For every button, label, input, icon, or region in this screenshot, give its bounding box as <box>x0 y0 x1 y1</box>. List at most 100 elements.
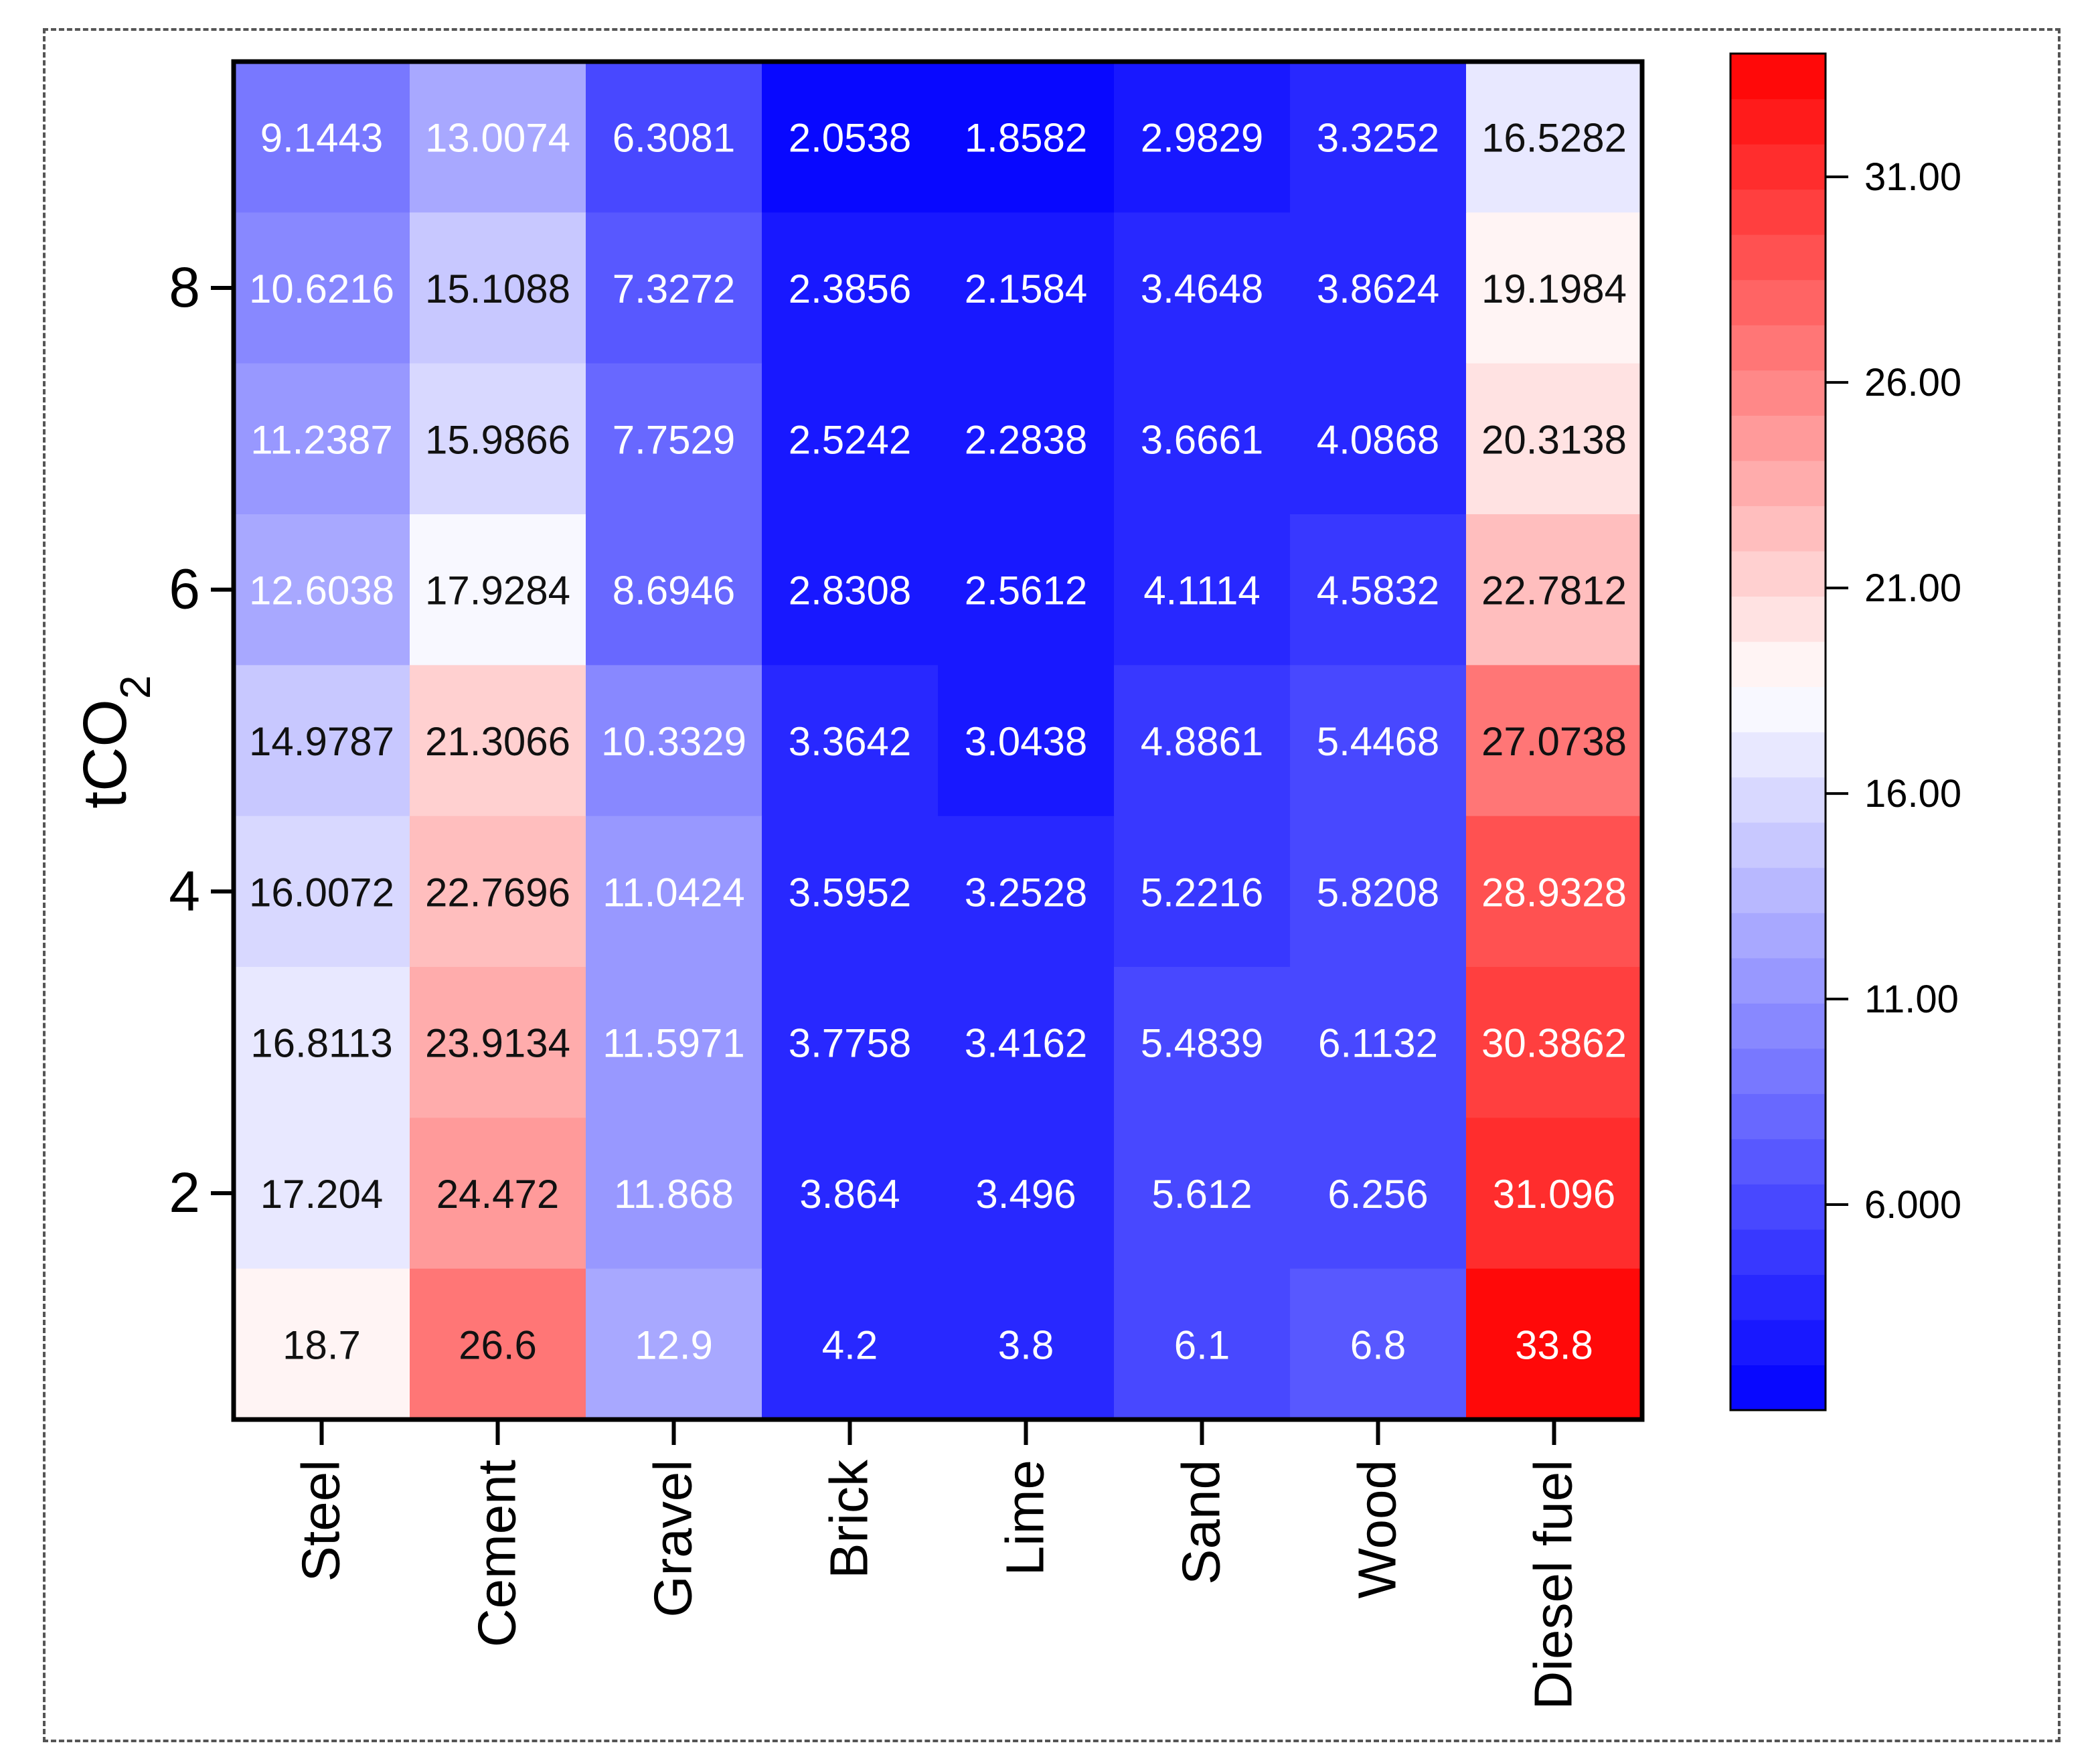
colorbar-tick-label: 21.00 <box>1864 566 1961 610</box>
heatmap-cell <box>938 816 1115 968</box>
colorbar-segment <box>1730 1365 1826 1411</box>
cell-value-label: 13.0074 <box>425 116 570 161</box>
heatmap-cell <box>1466 816 1643 968</box>
heatmap-cell <box>586 212 762 364</box>
cell-value-label: 16.5282 <box>1481 116 1627 161</box>
cell-value-label: 4.5832 <box>1317 568 1440 613</box>
cell-value-label: 10.3329 <box>601 719 746 764</box>
cell-value-label: 15.9866 <box>425 417 570 462</box>
heatmap-cell <box>1114 1268 1291 1420</box>
heatmap-cell <box>1114 514 1291 666</box>
colorbar-segment <box>1730 596 1826 642</box>
heatmap-cell <box>762 514 939 666</box>
heatmap-cell <box>762 62 939 213</box>
x-tick-label: Cement <box>467 1460 527 1647</box>
cell-value-label: 22.7812 <box>1481 568 1627 613</box>
y-axis-label-main: tCO <box>71 699 139 809</box>
cell-value-label: 31.096 <box>1493 1172 1616 1217</box>
heatmap-cell <box>234 62 410 213</box>
cell-value-label: 5.612 <box>1151 1172 1252 1217</box>
heatmap-cell <box>586 62 762 213</box>
colorbar-segment <box>1730 1048 1826 1094</box>
colorbar-tick-label: 16.00 <box>1864 772 1961 816</box>
colorbar-tick-label: 6.000 <box>1864 1183 1961 1227</box>
heatmap-cell <box>1290 363 1467 515</box>
cell-value-label: 12.6038 <box>249 568 394 613</box>
cell-value-label: 3.4162 <box>965 1021 1088 1066</box>
y-tick-label: 8 <box>169 256 200 319</box>
colorbar-segment <box>1730 1003 1826 1049</box>
heatmap-cell <box>586 967 762 1118</box>
cell-value-label: 2.9829 <box>1141 116 1264 161</box>
cell-value-label: 3.3642 <box>789 719 912 764</box>
cell-value-label: 4.1114 <box>1143 568 1261 613</box>
heatmap-cell <box>234 967 410 1118</box>
cell-value-label: 5.4839 <box>1141 1021 1264 1066</box>
heatmap-cell <box>234 514 410 666</box>
colorbar-segment <box>1730 732 1826 778</box>
cell-value-label: 11.2387 <box>250 417 392 462</box>
cell-value-label: 3.7758 <box>789 1021 912 1066</box>
plot-border <box>231 59 1645 1422</box>
cell-value-label: 27.0738 <box>1481 719 1627 764</box>
cell-value-label: 3.864 <box>799 1172 900 1217</box>
colorbar-segment <box>1730 777 1826 823</box>
x-tick-label: Gravel <box>643 1460 703 1618</box>
colorbar-segment <box>1730 641 1826 688</box>
cell-value-label: 3.3252 <box>1317 116 1440 161</box>
cell-value-label: 5.2216 <box>1141 870 1264 915</box>
y-tick-label: 2 <box>169 1161 200 1224</box>
heatmap-cell <box>1290 212 1467 364</box>
cell-value-label: 2.0538 <box>789 116 912 161</box>
cell-value-label: 12.9 <box>635 1322 713 1367</box>
colorbar-segment <box>1730 279 1826 325</box>
cell-value-label: 28.9328 <box>1481 870 1627 915</box>
x-tick-label: Lime <box>995 1460 1055 1576</box>
cell-value-label: 3.6661 <box>1141 417 1264 462</box>
colorbar-segment <box>1730 506 1826 552</box>
cell-value-label: 4.0868 <box>1317 417 1440 462</box>
x-tick-label: Wood <box>1348 1460 1407 1599</box>
heatmap-cell <box>1114 665 1291 817</box>
cell-value-label: 3.5952 <box>789 870 912 915</box>
colorbar-tick-label: 11.00 <box>1864 978 1959 1021</box>
cell-value-label: 6.3081 <box>613 116 736 161</box>
heatmap-cell <box>1290 1118 1467 1270</box>
colorbar-segment <box>1730 1138 1826 1184</box>
heatmap-cell <box>234 212 410 364</box>
cell-value-label: 24.472 <box>436 1172 560 1217</box>
cell-value-label: 2.5612 <box>965 568 1088 613</box>
colorbar-border <box>1729 52 1827 1411</box>
cell-value-label: 19.1984 <box>1481 266 1627 311</box>
colorbar-tick-label: 31.00 <box>1864 155 1961 199</box>
heatmap-cell <box>762 212 939 364</box>
cell-value-label: 9.1443 <box>260 116 384 161</box>
colorbar: 31.00 26.00 21.00 16.00 11.00 6.000 <box>1729 52 1961 1411</box>
heatmap-cell <box>938 363 1115 515</box>
heatmap-cell <box>938 665 1115 817</box>
cell-value-label: 3.0438 <box>965 719 1088 764</box>
y-axis-label-subscript: 2 <box>111 675 159 699</box>
cell-value-label: 2.3856 <box>789 266 912 311</box>
heatmap-cell <box>410 665 586 817</box>
colorbar-segment <box>1730 867 1826 913</box>
colorbar-segment <box>1730 1229 1826 1275</box>
heatmap-cells <box>234 62 1643 1420</box>
cell-value-label: 14.9787 <box>249 719 394 764</box>
colorbar-segment <box>1730 370 1826 416</box>
colorbar-segment <box>1730 1184 1826 1230</box>
cell-value-label: 26.6 <box>459 1322 537 1367</box>
cell-value-label: 8.6946 <box>613 568 736 613</box>
cell-value-label: 16.0072 <box>249 870 394 915</box>
cell-value-label: 21.3066 <box>425 719 570 764</box>
cell-value-label: 10.6216 <box>249 266 394 311</box>
cell-value-label: 22.7696 <box>425 870 570 915</box>
heatmap-cell <box>586 816 762 968</box>
colorbar-tick-label: 26.00 <box>1864 361 1961 404</box>
cell-value-label: 30.3862 <box>1481 1021 1627 1066</box>
heatmap-cell <box>762 363 939 515</box>
heatmap-cell <box>1114 1118 1291 1270</box>
cell-value-label: 4.2 <box>822 1322 878 1367</box>
x-tick-label: Diesel fuel <box>1524 1460 1583 1710</box>
colorbar-segment <box>1730 415 1826 461</box>
